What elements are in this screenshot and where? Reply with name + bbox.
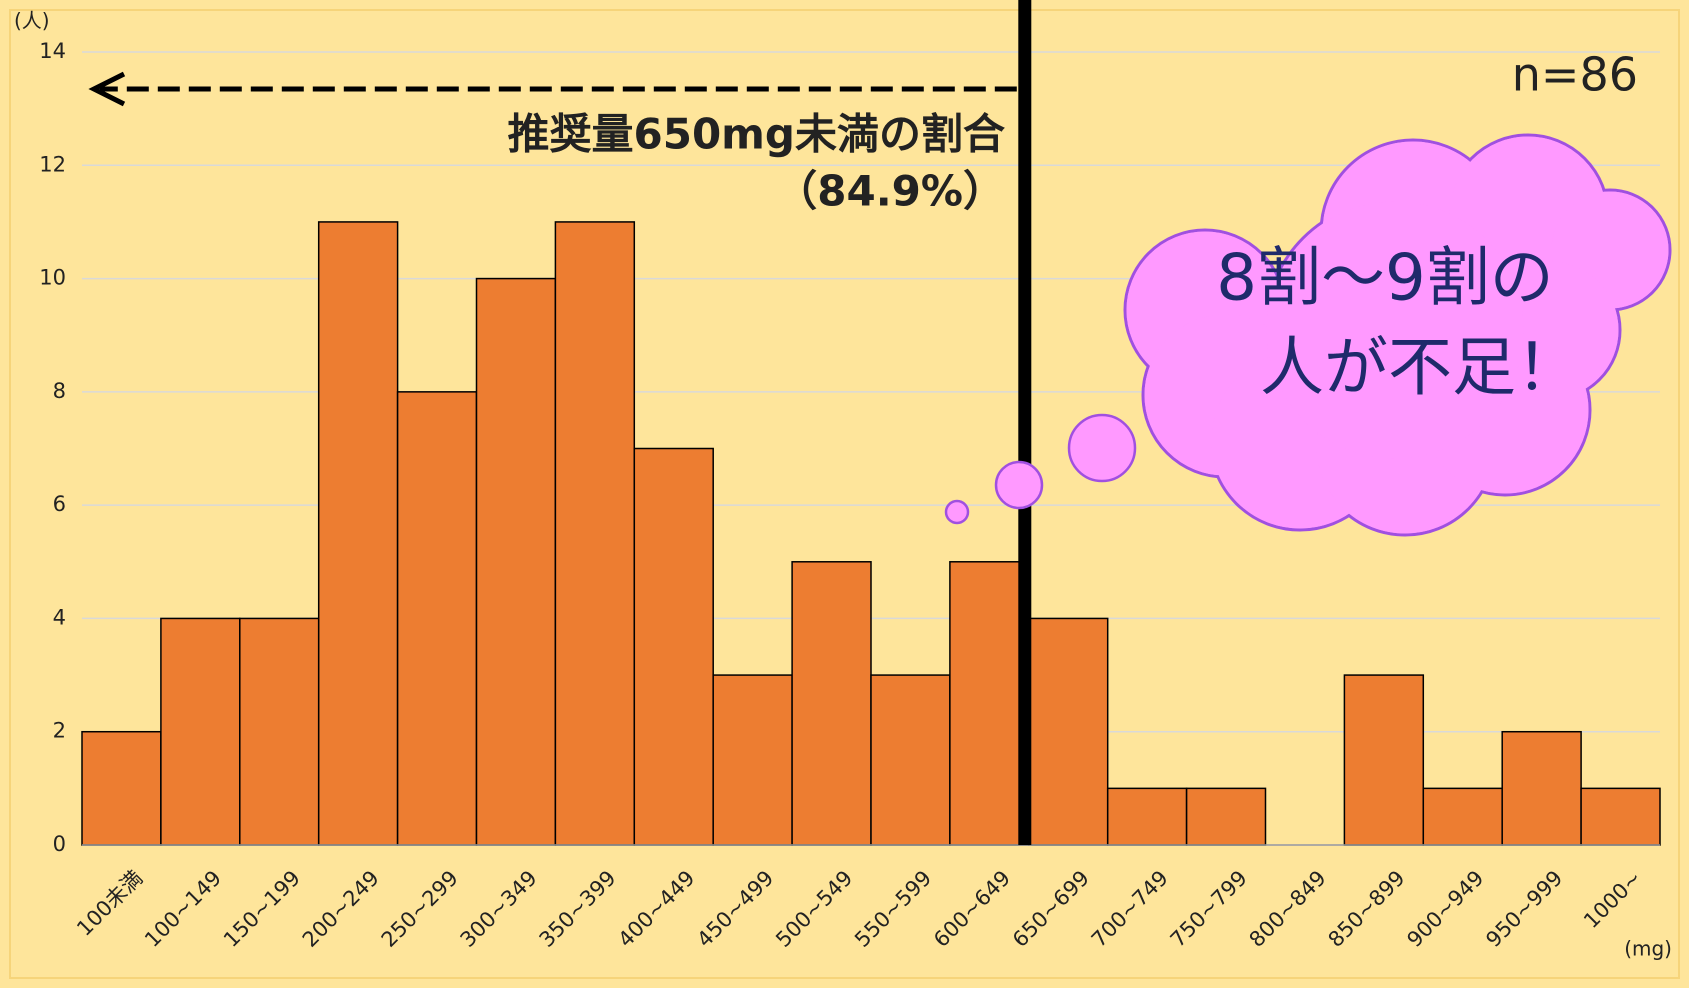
- y-tick-label: 0: [53, 832, 66, 856]
- y-tick-label: 14: [39, 39, 66, 63]
- bar: [161, 618, 240, 845]
- x-axis-label: (mg): [1624, 937, 1672, 961]
- cloud-text: 8割〜9割の: [1216, 242, 1553, 316]
- y-axis-label: (人): [14, 9, 50, 33]
- chart: (人) (mg) 02468101214100未満100~149150~1992…: [0, 0, 1689, 988]
- bar: [1108, 788, 1187, 845]
- bar: [477, 279, 556, 845]
- sample-size: n=86: [1512, 48, 1638, 102]
- cloud-text: 人が不足！: [1260, 332, 1580, 406]
- y-tick-label: 12: [39, 152, 66, 176]
- thought-bubble: [996, 462, 1042, 508]
- bar: [398, 392, 477, 845]
- bar: [1344, 675, 1423, 845]
- bar: [82, 732, 161, 845]
- bar: [634, 449, 713, 846]
- y-tick-label: 4: [53, 605, 66, 629]
- bar: [1581, 788, 1660, 845]
- bar: [1502, 732, 1581, 845]
- bar: [950, 562, 1029, 845]
- bar: [792, 562, 871, 845]
- y-tick-label: 6: [53, 492, 66, 516]
- y-tick-label: 8: [53, 379, 66, 403]
- annotation: 推奨量650mg未満の割合: [508, 110, 1006, 159]
- bar: [1187, 788, 1266, 845]
- y-tick-label: 10: [39, 266, 66, 290]
- bar: [240, 618, 319, 845]
- bar: [319, 222, 398, 845]
- bar: [1029, 618, 1108, 845]
- bar: [871, 675, 950, 845]
- y-tick-label: 2: [53, 719, 66, 743]
- cloud-fill: [1267, 202, 1524, 459]
- bar: [1423, 788, 1502, 845]
- bar: [713, 675, 792, 845]
- bar: [555, 222, 634, 845]
- thought-bubble: [946, 501, 968, 523]
- thought-bubble: [1069, 415, 1135, 481]
- annotation: （84.9%）: [775, 167, 1005, 216]
